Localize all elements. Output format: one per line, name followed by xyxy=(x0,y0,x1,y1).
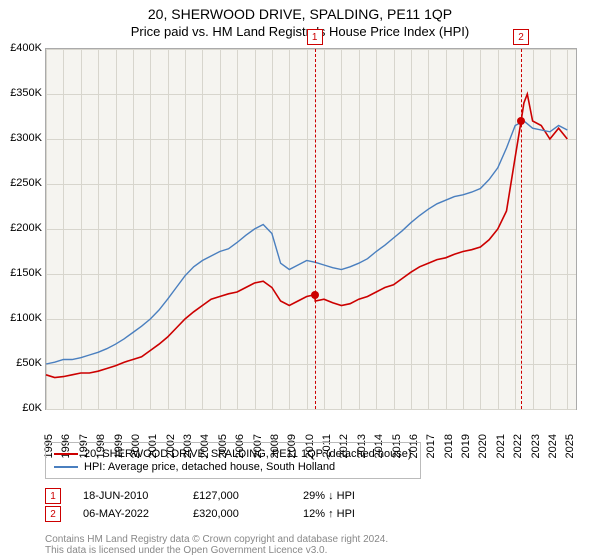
legend: 20, SHERWOOD DRIVE, SPALDING, PE11 1QP (… xyxy=(45,442,421,479)
x-axis-label: 2024 xyxy=(547,434,559,458)
y-axis-label: £100K xyxy=(10,312,42,324)
sales-table-row: 1 18-JUN-2010£127,00029% ↓ HPI xyxy=(45,488,413,504)
legend-label: 20, SHERWOOD DRIVE, SPALDING, PE11 1QP (… xyxy=(84,448,412,460)
y-axis-label: £200K xyxy=(10,222,42,234)
chart-title: 20, SHERWOOD DRIVE, SPALDING, PE11 1QP xyxy=(0,0,600,22)
y-axis-label: £50K xyxy=(16,357,42,369)
sales-price: £320,000 xyxy=(193,508,303,520)
sales-price: £127,000 xyxy=(193,490,303,502)
y-axis-label: £250K xyxy=(10,177,42,189)
y-axis-label: £300K xyxy=(10,132,42,144)
sales-table: 1 18-JUN-2010£127,00029% ↓ HPI 2 06-MAY-202… xyxy=(45,486,413,524)
sales-diff: 29% ↓ HPI xyxy=(303,490,413,502)
x-axis-label: 2019 xyxy=(460,434,472,458)
legend-label: HPI: Average price, detached house, Sout… xyxy=(84,461,335,473)
footer-attribution: Contains HM Land Registry data © Crown c… xyxy=(45,534,388,556)
sale-marker-line xyxy=(521,49,523,409)
sales-table-row: 2 06-MAY-2022£320,00012% ↑ HPI xyxy=(45,506,413,522)
sales-date: 06-MAY-2022 xyxy=(83,508,193,520)
sale-marker-badge: 1 xyxy=(307,29,323,45)
series-line-property xyxy=(46,94,567,378)
sales-table-marker: 1 xyxy=(45,488,61,504)
sale-point xyxy=(517,117,525,125)
x-axis-label: 2018 xyxy=(443,434,455,458)
legend-swatch xyxy=(54,466,78,468)
y-axis-label: £0K xyxy=(22,402,42,414)
footer-line1: Contains HM Land Registry data © Crown c… xyxy=(45,534,388,545)
legend-swatch xyxy=(54,453,78,455)
sales-diff: 12% ↑ HPI xyxy=(303,508,413,520)
chart-subtitle: Price paid vs. HM Land Registry's House … xyxy=(0,22,600,39)
chart-plot-area: 12 xyxy=(45,48,577,410)
legend-row: HPI: Average price, detached house, Sout… xyxy=(54,461,412,473)
sale-point xyxy=(311,291,319,299)
x-axis-label: 2017 xyxy=(426,434,438,458)
sales-date: 18-JUN-2010 xyxy=(83,490,193,502)
sale-marker-badge: 2 xyxy=(513,29,529,45)
y-axis-label: £350K xyxy=(10,87,42,99)
y-axis-label: £400K xyxy=(10,42,42,54)
sale-marker-line xyxy=(315,49,317,409)
x-axis-label: 2021 xyxy=(495,434,507,458)
x-axis-label: 2025 xyxy=(565,434,577,458)
x-axis-label: 2023 xyxy=(530,434,542,458)
series-line-hpi xyxy=(46,121,567,364)
y-axis-label: £150K xyxy=(10,267,42,279)
x-axis-label: 2020 xyxy=(478,434,490,458)
footer-line2: This data is licensed under the Open Gov… xyxy=(45,545,388,556)
x-axis-label: 2022 xyxy=(512,434,524,458)
legend-row: 20, SHERWOOD DRIVE, SPALDING, PE11 1QP (… xyxy=(54,448,412,460)
sales-table-marker: 2 xyxy=(45,506,61,522)
gridline-h xyxy=(46,409,576,410)
